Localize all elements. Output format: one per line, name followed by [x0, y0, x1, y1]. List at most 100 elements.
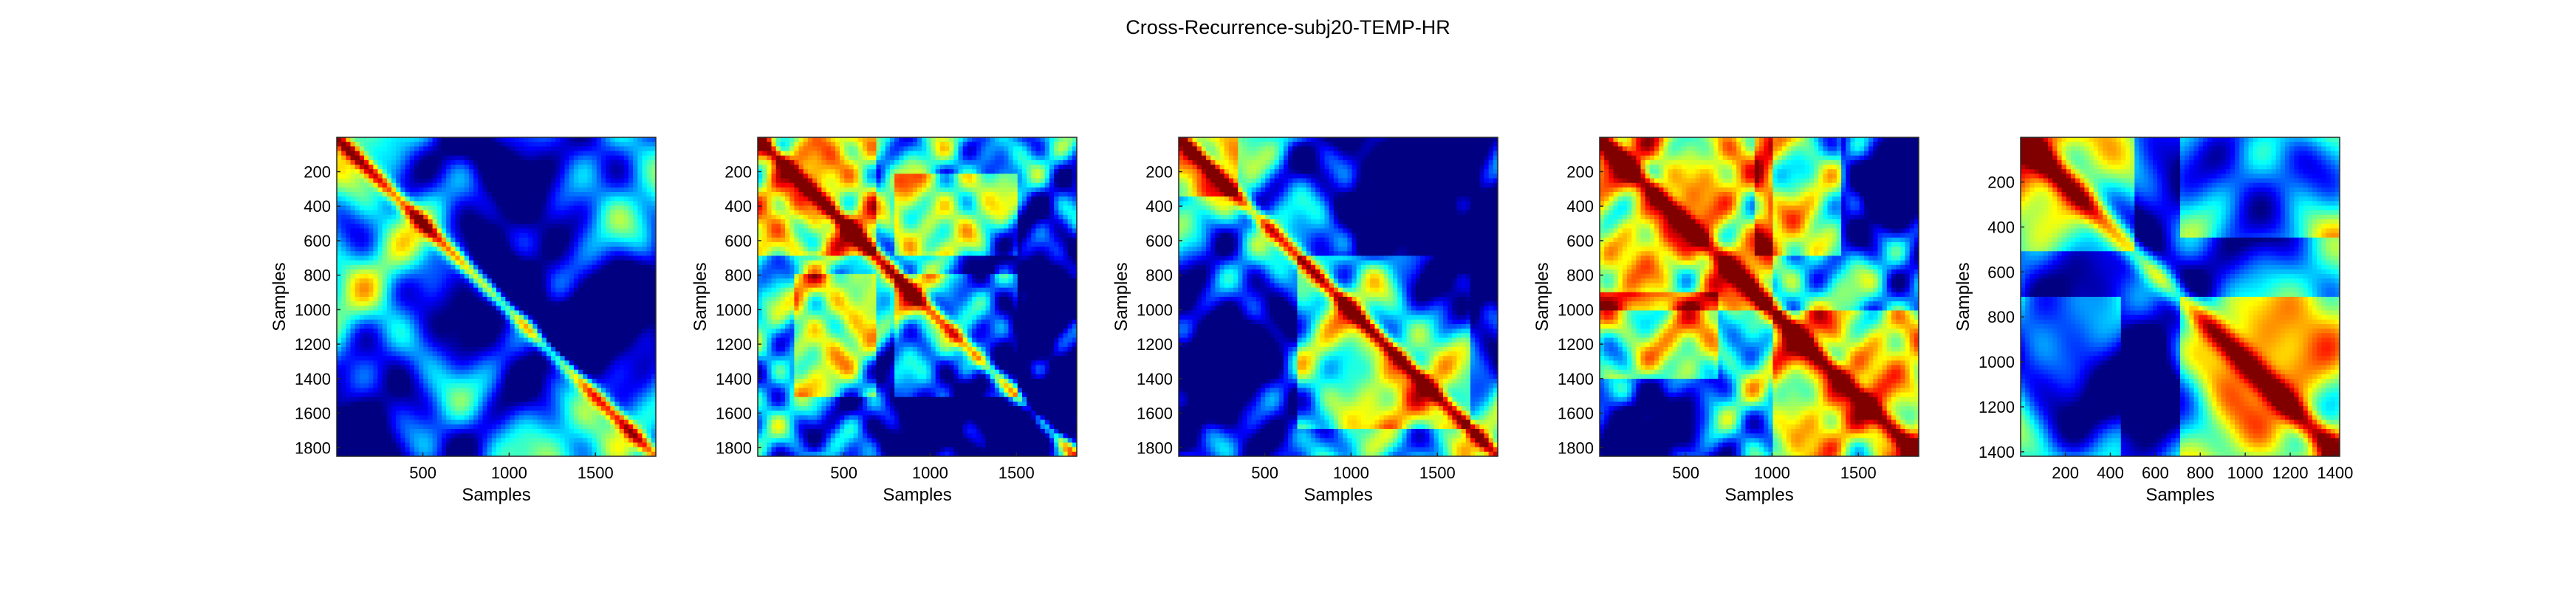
heatmap-cell: [628, 201, 634, 207]
heatmap-cell: [510, 433, 515, 439]
heatmap-cell: [528, 379, 533, 384]
heatmap-cell: [441, 447, 447, 453]
heatmap-cell: [369, 283, 374, 289]
heatmap-cell: [409, 210, 415, 216]
heatmap-cell: [459, 337, 465, 343]
heatmap-cell: [551, 379, 556, 384]
heatmap-cell: [337, 264, 342, 270]
heatmap-cell: [354, 201, 360, 207]
heatmap-cell: [501, 283, 506, 289]
heatmap-cell: [446, 379, 451, 384]
heatmap-cell: [518, 224, 524, 230]
heatmap-cell: [364, 264, 369, 270]
heatmap-cell: [405, 142, 411, 147]
heatmap-cell: [459, 292, 465, 298]
heatmap-cell: [537, 315, 543, 320]
heatmap-cell: [600, 182, 606, 188]
heatmap-cell: [642, 283, 648, 289]
heatmap-cell: [473, 346, 479, 352]
heatmap-cell: [510, 205, 515, 211]
heatmap-cell: [350, 310, 356, 316]
heatmap-cell: [459, 369, 465, 375]
heatmap-cell: [600, 165, 606, 170]
heatmap-cell: [651, 447, 656, 453]
heatmap-cell: [600, 424, 606, 430]
heatmap-cell: [505, 401, 511, 407]
heatmap-cell: [518, 433, 524, 439]
heatmap-cell: [541, 142, 547, 147]
heatmap-cell: [587, 260, 593, 266]
heatmap-cell: [496, 241, 501, 247]
heatmap-cell: [377, 406, 383, 411]
heatmap-cell: [451, 142, 456, 147]
heatmap-cell: [359, 224, 365, 230]
heatmap-cell: [432, 337, 438, 343]
heatmap-cell: [359, 319, 365, 325]
heatmap-cell: [428, 369, 434, 375]
heatmap-cell: [610, 274, 616, 279]
heatmap-cell: [359, 333, 365, 339]
heatmap-cell: [583, 356, 589, 361]
heatmap-cell: [409, 224, 415, 230]
heatmap-cell: [409, 319, 415, 325]
heatmap-cell: [573, 192, 579, 197]
heatmap-cell: [482, 401, 488, 407]
heatmap-cell: [432, 306, 438, 312]
heatmap-cell: [551, 247, 556, 252]
heatmap-cell: [917, 137, 922, 142]
heatmap-cell: [583, 155, 589, 161]
heatmap-cell: [373, 447, 379, 453]
heatmap-cell: [423, 159, 429, 165]
heatmap-cell: [436, 192, 442, 197]
heatmap-cell: [419, 287, 424, 293]
heatmap-cell: [482, 224, 488, 230]
heatmap-cell: [423, 146, 429, 152]
heatmap-cell: [455, 433, 461, 439]
heatmap-cell: [610, 310, 616, 316]
heatmap-cell: [528, 419, 533, 425]
heatmap-cell: [354, 224, 360, 230]
heatmap-cell: [396, 201, 401, 207]
heatmap-cell: [382, 337, 388, 343]
heatmap-cell: [578, 428, 583, 434]
heatmap-cell: [532, 424, 538, 430]
heatmap-cell: [451, 251, 456, 257]
heatmap-cell: [606, 214, 611, 220]
heatmap-cell: [564, 182, 570, 188]
heatmap-cell: [436, 329, 442, 334]
heatmap-cell: [423, 356, 429, 361]
heatmap-cell: [432, 401, 438, 407]
heatmap-cell: [610, 415, 616, 421]
heatmap-cell: [600, 169, 606, 174]
heatmap-cell: [359, 264, 365, 270]
heatmap-cell: [623, 396, 629, 402]
heatmap-cell: [373, 428, 379, 434]
heatmap-cell: [651, 264, 656, 270]
heatmap-cell: [518, 306, 524, 312]
heatmap-cell: [578, 315, 583, 320]
heatmap-cell: [505, 283, 511, 289]
heatmap-cell: [651, 269, 656, 275]
heatmap-cell: [628, 342, 634, 348]
heatmap-cell: [473, 192, 479, 197]
heatmap-cell: [459, 233, 465, 238]
heatmap-cell: [396, 337, 401, 343]
heatmap-cell: [419, 169, 424, 174]
heatmap-cell: [359, 178, 365, 184]
heatmap-cell: [518, 142, 524, 147]
heatmap-cell: [396, 283, 401, 289]
heatmap-cell: [610, 165, 616, 170]
heatmap-cell: [619, 329, 625, 334]
heatmap-cell: [364, 374, 369, 379]
heatmap-cell: [505, 201, 511, 207]
heatmap-cell: [337, 224, 342, 230]
heatmap-cell: [606, 369, 611, 375]
heatmap-cell: [646, 287, 652, 293]
heatmap-cell: [610, 356, 616, 361]
heatmap-cell: [560, 433, 566, 439]
heatmap-cell: [396, 374, 401, 379]
heatmap-cell: [564, 219, 570, 224]
heatmap-cell: [373, 165, 379, 170]
heatmap-cell: [560, 269, 566, 275]
heatmap-cell: [451, 324, 456, 329]
